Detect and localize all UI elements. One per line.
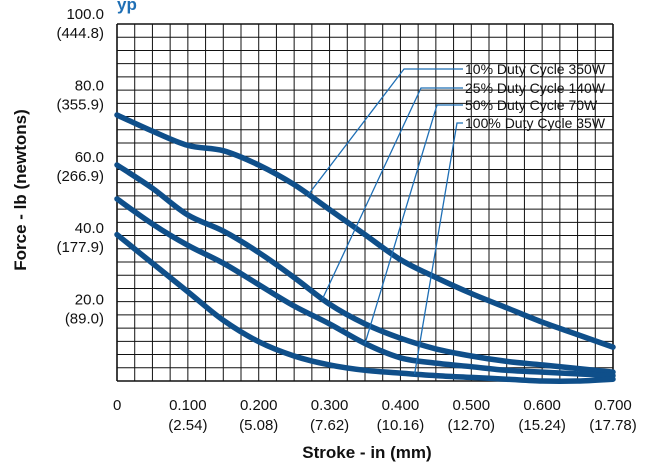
y-tick-label: 40.0	[75, 220, 104, 237]
y-tick-label: 100.0	[66, 6, 104, 23]
legend-entry: 10% Duty Cycle 350W	[465, 61, 606, 77]
series-line-4	[114, 231, 616, 384]
legend-leader-line	[364, 104, 463, 344]
plot-grid	[116, 23, 614, 382]
legend-leader-line	[413, 122, 463, 375]
legend-entry: 50% Duty Cycle 70W	[465, 97, 598, 113]
x-axis-title: Stroke - in (mm)	[302, 443, 431, 462]
x-tick-sublabel: (10.16)	[377, 417, 425, 434]
x-tick-label: 0.100	[169, 397, 207, 414]
y-tick-sublabel: (355.9)	[56, 96, 104, 113]
x-tick-sublabel: (5.08)	[239, 417, 278, 434]
y-tick-sublabel: (444.8)	[56, 25, 104, 42]
y-tick-sublabel: (266.9)	[56, 168, 104, 185]
x-tick-label: 0.400	[382, 397, 420, 414]
y-tick-sublabel: (177.9)	[56, 239, 104, 256]
y-tick-sublabel: (89.0)	[65, 311, 104, 328]
y-tick-label: 60.0	[75, 149, 104, 166]
legend-leader-line	[307, 68, 463, 195]
legend-leader-lines	[307, 68, 463, 375]
legend-entry: 25% Duty Cycle 140W	[465, 80, 606, 96]
x-tick-sublabel: (12.70)	[448, 417, 496, 434]
x-tick-sublabel: (7.62)	[310, 417, 349, 434]
x-tick-sublabel: (2.54)	[168, 417, 207, 434]
y-axis-ticks: 100.0 (444.8) 80.0 (355.9) 60.0 (266.9) 40.0 (1…	[56, 6, 104, 328]
x-tick-label: 0.200	[240, 397, 278, 414]
series-line-2	[114, 162, 616, 375]
x-tick-label: 0.300	[311, 397, 349, 414]
x-axis-ticks: 0 0.100 (2.54) 0.200 (5.08) 0.300 (7.62) 0.400 (…	[113, 397, 637, 434]
legend: 10% Duty Cycle 350W 25% Duty Cycle 140W50…	[465, 61, 606, 131]
x-tick-sublabel: (15.24)	[518, 417, 566, 434]
x-tick-sublabel: (17.78)	[589, 417, 637, 434]
y-tick-label: 80.0	[75, 77, 104, 94]
x-tick-label: 0.600	[523, 397, 561, 414]
legend-leader-line	[321, 87, 463, 300]
x-tick-label: 0.700	[594, 397, 632, 414]
x-tick-label: 0	[113, 397, 121, 414]
chart-title-fragment: yp	[117, 0, 137, 14]
x-tick-label: 0.500	[453, 397, 491, 414]
y-tick-label: 20.0	[75, 292, 104, 309]
y-axis-title: Force - lb (newtons)	[11, 109, 30, 271]
legend-entry: 100% Duty Cycle 35W	[465, 115, 606, 131]
series-line-1	[114, 112, 616, 350]
